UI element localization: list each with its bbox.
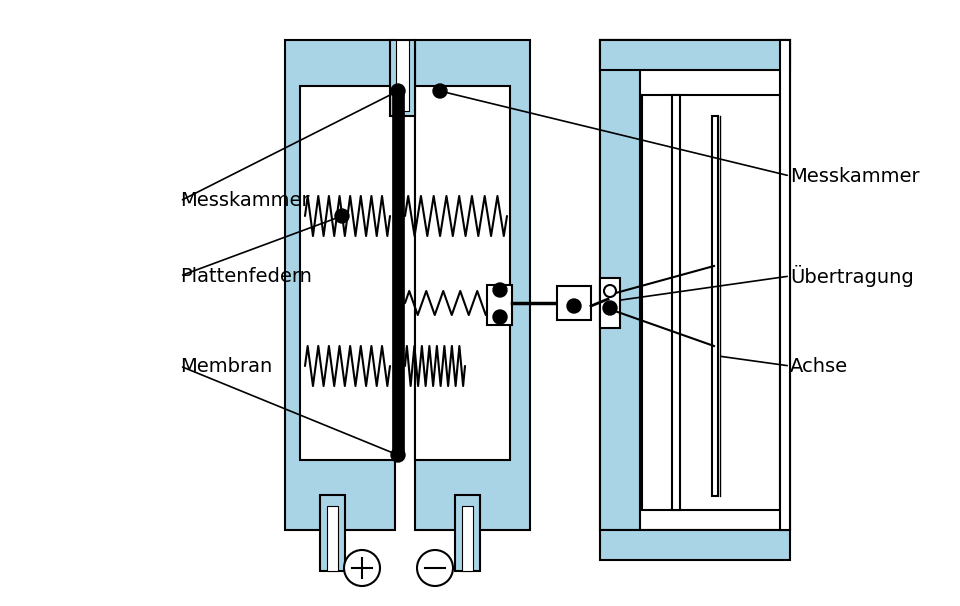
Bar xyxy=(390,40,415,116)
Bar xyxy=(642,95,780,510)
Circle shape xyxy=(567,299,581,313)
Bar xyxy=(300,86,395,460)
Text: Membran: Membran xyxy=(180,356,273,376)
Text: Plattenfedern: Plattenfedern xyxy=(180,267,312,285)
Bar xyxy=(600,40,790,70)
Bar xyxy=(462,506,473,571)
Bar xyxy=(320,495,345,571)
Bar xyxy=(415,40,530,530)
Circle shape xyxy=(391,84,405,98)
Bar xyxy=(600,40,640,530)
Circle shape xyxy=(433,84,447,98)
Text: Übertragung: Übertragung xyxy=(790,265,914,287)
Text: Messkammer: Messkammer xyxy=(180,191,310,210)
Circle shape xyxy=(417,550,453,586)
Circle shape xyxy=(493,310,507,324)
Bar xyxy=(780,40,790,530)
Circle shape xyxy=(344,550,380,586)
Bar xyxy=(600,40,790,530)
Bar xyxy=(392,91,404,455)
Bar xyxy=(600,278,620,328)
Circle shape xyxy=(604,285,616,297)
Circle shape xyxy=(335,209,349,223)
Bar xyxy=(455,495,480,571)
Bar xyxy=(487,285,512,325)
Bar xyxy=(712,116,718,496)
Bar xyxy=(557,286,591,320)
Text: Achse: Achse xyxy=(790,356,848,376)
Circle shape xyxy=(603,301,617,315)
Text: Messkammer: Messkammer xyxy=(790,167,920,185)
Circle shape xyxy=(391,448,405,462)
Bar xyxy=(396,40,409,111)
Bar xyxy=(327,506,338,571)
Bar xyxy=(415,86,510,460)
Bar xyxy=(285,40,395,530)
Bar xyxy=(600,530,790,560)
Bar xyxy=(672,95,680,510)
Circle shape xyxy=(493,283,507,297)
